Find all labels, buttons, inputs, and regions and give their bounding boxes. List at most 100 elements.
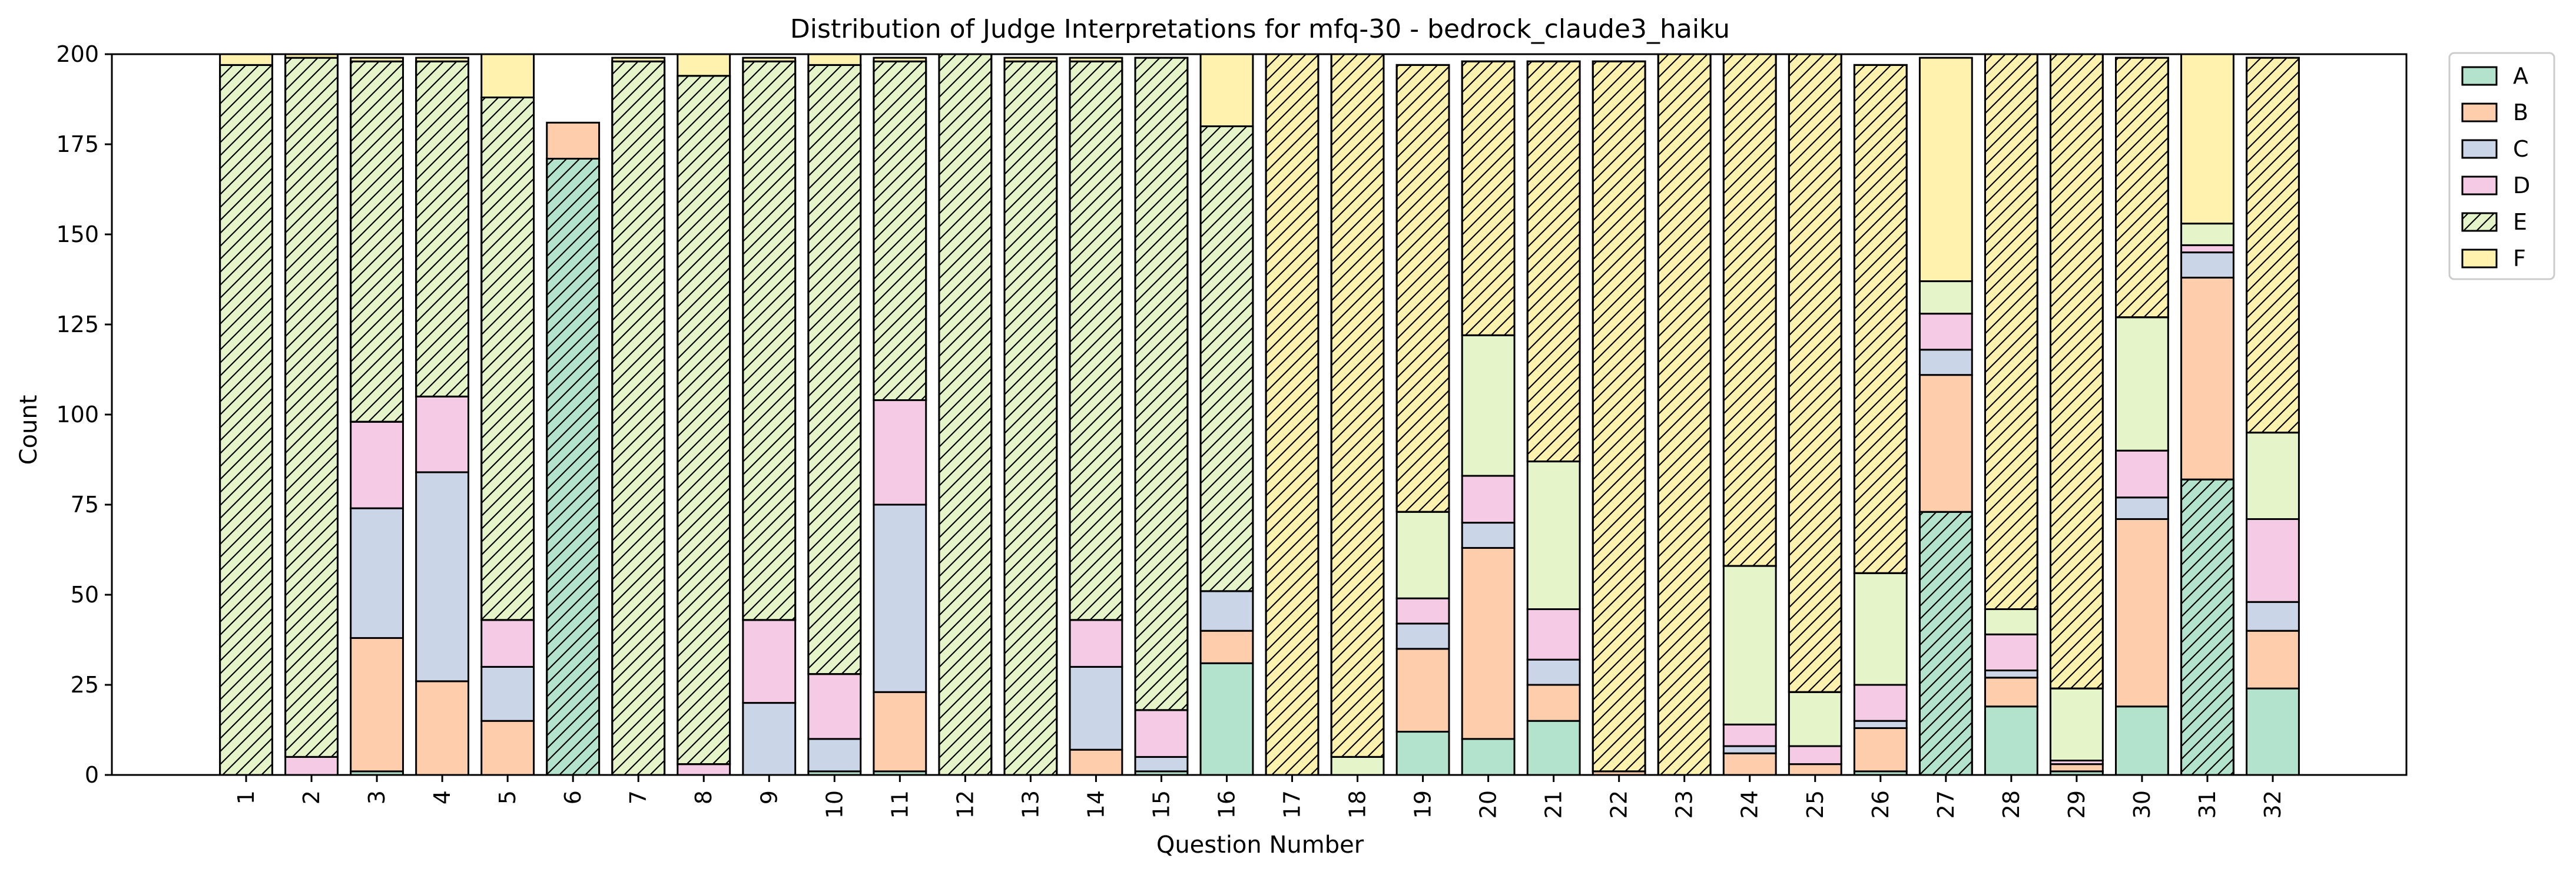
x-tick-label: 19	[1410, 790, 1436, 819]
bar-segment-q10-C	[807, 738, 862, 773]
bar-segment-q32-B	[2246, 629, 2300, 690]
bar-segment-q10-D	[807, 673, 862, 740]
bar-segment-q14-F	[1069, 57, 1123, 62]
bar-segment-q26-D	[1853, 684, 1908, 722]
bar-hatch-q13-E	[1003, 60, 1058, 776]
x-tick-label: 4	[429, 790, 455, 804]
bar-segment-q3-C	[350, 507, 404, 639]
x-tick-label: 32	[2260, 790, 2286, 819]
bar-segment-q4-B	[415, 680, 470, 776]
legend-swatch-A	[2461, 66, 2498, 86]
x-tick-label: 2	[299, 790, 324, 804]
x-tick-label: 29	[2064, 790, 2090, 819]
bar-segment-q9-F	[742, 57, 797, 62]
bar-segment-q31-E	[2180, 223, 2234, 246]
bar-segment-q19-D	[1395, 597, 1450, 625]
bar-segment-q29-E	[2049, 687, 2104, 762]
bar-segment-q27-E	[1918, 280, 1973, 315]
bar-segment-q24-D	[1722, 723, 1777, 747]
bar-hatch-q29-F	[2049, 53, 2104, 690]
bar-segment-q20-D	[1461, 475, 1516, 524]
bar-segment-q16-C	[1199, 590, 1254, 632]
bar-segment-q31-F	[2180, 53, 2234, 225]
bar-hatch-q24-F	[1722, 53, 1777, 567]
bar-segment-q4-D	[415, 395, 470, 473]
bar-segment-q5-F	[480, 53, 535, 98]
bar-segment-q11-F	[873, 57, 927, 62]
bar-hatch-q4-E	[415, 60, 470, 397]
bar-hatch-q28-F	[1984, 53, 2038, 610]
bar-segment-q21-D	[1526, 608, 1581, 661]
bar-segment-q26-E	[1853, 572, 1908, 686]
bar-segment-q19-C	[1395, 622, 1450, 650]
x-tick-label: 27	[1933, 790, 1959, 819]
x-tick-label: 7	[625, 790, 651, 804]
bar-segment-q20-E	[1461, 334, 1516, 477]
x-tick-label: 30	[2129, 790, 2155, 819]
bar-segment-q9-D	[742, 619, 797, 704]
x-tick-label: 14	[1083, 790, 1109, 819]
bar-segment-q10-F	[807, 53, 862, 66]
x-tick-label: 28	[1998, 790, 2024, 819]
bar-hatch-q12-E	[938, 53, 993, 776]
bar-segment-q7-F	[611, 57, 666, 62]
bar-segment-q27-D	[1918, 313, 1973, 351]
bar-hatch-q20-F	[1461, 60, 1516, 336]
bar-segment-q32-D	[2246, 518, 2300, 603]
bar-segment-q25-D	[1788, 745, 1842, 766]
bar-hatch-q26-F	[1853, 64, 1908, 574]
bar-segment-q26-B	[1853, 727, 1908, 773]
y-tick-label: 100	[56, 402, 99, 428]
bar-segment-q28-C	[1984, 670, 2038, 679]
bar-segment-q14-C	[1069, 665, 1123, 751]
bar-segment-q21-B	[1526, 684, 1581, 722]
bar-segment-q16-F	[1199, 53, 1254, 127]
x-tick-label: 22	[1606, 790, 1632, 819]
bar-segment-q32-E	[2246, 432, 2300, 520]
bar-hatch-q6-A	[546, 157, 601, 776]
bar-segment-q27-C	[1918, 349, 1973, 376]
bar-segment-q31-D	[2180, 244, 2234, 254]
bar-segment-q24-C	[1722, 745, 1777, 754]
bar-segment-q24-E	[1722, 565, 1777, 725]
bar-segment-q11-D	[873, 399, 927, 506]
bar-segment-q11-C	[873, 503, 927, 693]
y-tick-label: 150	[56, 221, 99, 247]
bar-segment-q15-C	[1134, 756, 1189, 773]
bar-segment-q5-D	[480, 619, 535, 668]
x-tick-label: 21	[1541, 790, 1567, 819]
bar-segment-q19-A	[1395, 731, 1450, 776]
bar-segment-q30-B	[2115, 518, 2169, 708]
bar-segment-q31-C	[2180, 251, 2234, 279]
x-axis-label: Question Number	[1156, 831, 1364, 859]
bar-segment-q4-F	[415, 57, 470, 62]
bar-segment-q14-D	[1069, 619, 1123, 668]
bar-hatch-q25-F	[1788, 53, 1842, 693]
legend-frame	[2448, 52, 2555, 280]
y-axis-label: Count	[15, 395, 42, 465]
x-tick-label: 17	[1279, 790, 1305, 819]
bar-segment-q18-E	[1330, 756, 1385, 776]
x-axis: 1 2 3 4 5 6 7 8 9 10 11 12 13 14 15 16 17 18 19 20 21 22 23 24 2…	[233, 775, 2286, 819]
bar-segment-q16-A	[1199, 662, 1254, 776]
bar-segment-q20-B	[1461, 546, 1516, 740]
bar-hatch-q2-E	[284, 57, 339, 758]
y-tick-label: 125	[56, 312, 99, 337]
bar-segment-q20-A	[1461, 738, 1516, 776]
bar-segment-q21-E	[1526, 460, 1581, 610]
bar-segment-q19-B	[1395, 648, 1450, 733]
bar-segment-q15-D	[1134, 709, 1189, 758]
bar-hatch-q1-E	[219, 64, 273, 776]
y-tick-label: 0	[85, 762, 99, 788]
legend-swatch-D	[2461, 175, 2498, 196]
legend-swatch-C	[2461, 139, 2498, 159]
bar-segment-q21-C	[1526, 658, 1581, 686]
chart-title: Distribution of Judge Interpretations fo…	[790, 14, 1730, 44]
x-tick-label: 20	[1476, 790, 1501, 819]
y-tick-label: 25	[71, 672, 99, 698]
x-tick-label: 13	[1017, 790, 1043, 819]
legend-label-F: F	[2513, 246, 2526, 271]
bar-segment-q28-B	[1984, 677, 2038, 708]
legend-swatch-B	[2461, 102, 2498, 122]
x-tick-label: 8	[691, 790, 717, 804]
